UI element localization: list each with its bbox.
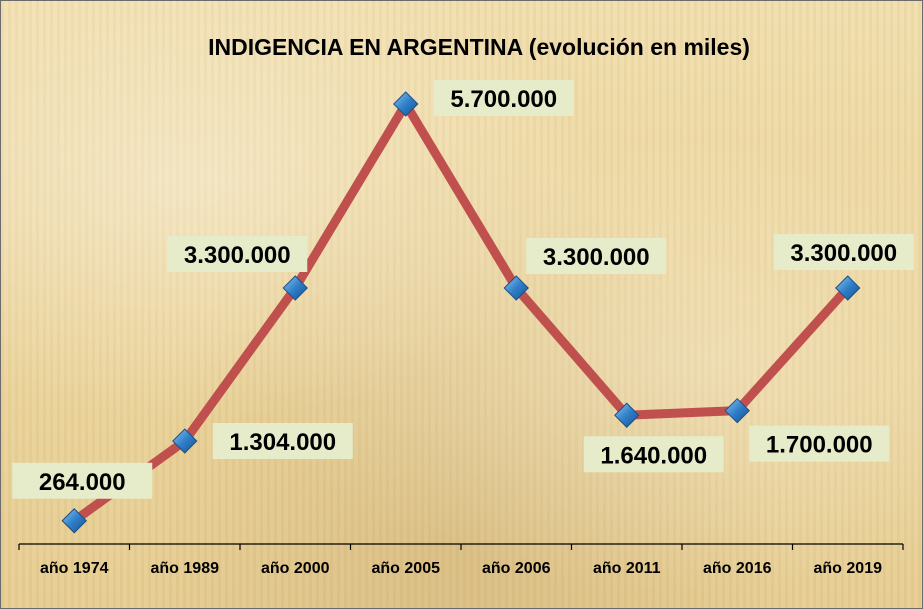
data-label-text: 1.304.000	[229, 429, 336, 456]
data-label-box	[583, 436, 724, 473]
data-label-text: 264.000	[39, 469, 126, 496]
data-point-marker	[835, 275, 861, 301]
data-label-text: 5.700.000	[450, 86, 557, 113]
x-tick-label: año 2000	[261, 560, 330, 577]
data-label: 3.300.000	[526, 238, 667, 274]
x-tick-label: año 1974	[40, 560, 109, 577]
x-tick-label: año 2005	[372, 560, 441, 577]
data-label: 1.304.000	[212, 423, 353, 460]
chart-title: INDIGENCIA EN ARGENTINA (evolución en mi…	[208, 34, 750, 60]
data-label-box	[526, 238, 667, 274]
x-tick-label: año 2006	[482, 560, 551, 577]
data-label: 3.300.000	[167, 236, 308, 272]
data-point-marker	[503, 275, 529, 301]
data-point-marker	[724, 397, 750, 424]
data-label-text: 3.300.000	[543, 244, 650, 271]
data-point-marker	[172, 428, 198, 454]
data-markers	[61, 91, 861, 534]
x-axis-ticks	[18, 544, 904, 550]
data-point-marker	[282, 275, 308, 301]
data-point-marker	[61, 508, 87, 534]
data-label-text: 1.700.000	[766, 432, 873, 459]
data-point-marker	[393, 91, 419, 117]
data-label-box	[773, 234, 914, 270]
data-label-text: 3.300.000	[790, 240, 897, 267]
data-label: 264.000	[12, 462, 153, 499]
x-tick-label: año 2011	[593, 560, 661, 577]
data-label: 5.700.000	[433, 80, 574, 116]
data-label: 3.300.000	[773, 234, 914, 270]
data-label: 1.640.000	[583, 436, 724, 473]
data-label-text: 1.640.000	[600, 442, 707, 469]
series-line	[69, 99, 853, 526]
data-label-box	[212, 423, 353, 460]
data-point-marker	[614, 402, 640, 428]
x-tick-label: año 2019	[814, 560, 883, 577]
x-tick-label: año 1989	[151, 560, 220, 577]
x-tick-label: año 2016	[703, 560, 772, 577]
data-label-box	[167, 236, 308, 272]
x-axis-labels: año 1974 año 1989 año 2000 año 2005 año 2006…	[40, 560, 882, 577]
data-label-box	[433, 80, 574, 116]
data-label-box	[12, 462, 153, 499]
data-label-text: 3.300.000	[184, 242, 291, 269]
data-labels: 264.000 1.304.000 3.300.000 5.700.000 3.300.…	[12, 80, 914, 499]
data-label-box	[749, 425, 890, 462]
data-label: 1.700.000	[749, 425, 890, 462]
